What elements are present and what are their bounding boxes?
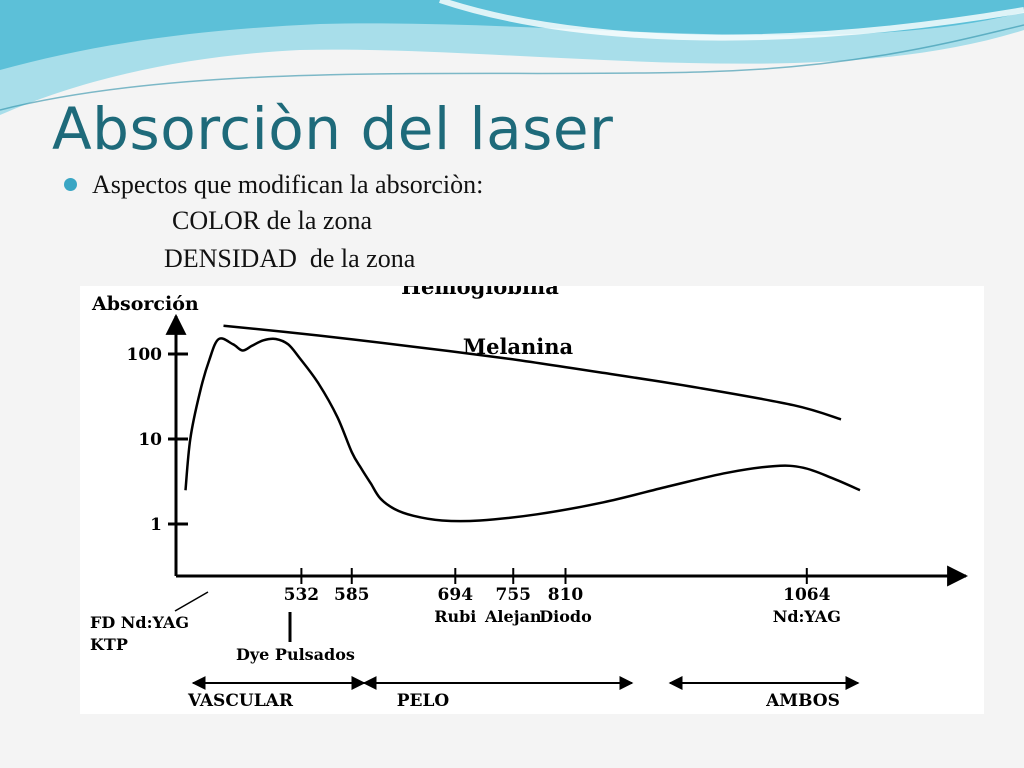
x-ticks: 532 585 694 755 810 1064: [284, 568, 831, 605]
left-label-fd-ndyag: FD Nd:YAG: [90, 613, 189, 632]
laser-name-label: Nd:YAG: [773, 607, 841, 626]
series-label-hemoglobina: Hemoglobina: [401, 286, 559, 299]
x-tick-label: 585: [334, 585, 370, 605]
wave-highlight: [439, 0, 1024, 41]
y-ticks: 100 10 1: [127, 345, 188, 535]
bullet-icon: [64, 178, 77, 191]
left-label-ktp: KTP: [90, 635, 128, 654]
range-label: AMBOS: [765, 691, 840, 711]
header-wave-decoration: [0, 0, 1024, 115]
sub-item-density: DENSIDAD de la zona: [164, 244, 416, 273]
range-label: VASCULAR: [187, 691, 294, 711]
slide-title: Absorciòn del laser: [52, 95, 614, 163]
y-tick-label: 10: [138, 430, 162, 450]
series-label-melanina: Melanina: [463, 334, 574, 359]
laser-name-label: Diodo: [539, 607, 592, 626]
x-tick-label: 694: [438, 585, 474, 605]
laser-name-label: Rubi: [434, 607, 476, 626]
y-axis-label: Absorción: [91, 293, 199, 315]
series-line-hemoglobina: [184, 337, 861, 523]
range-label: PELO: [397, 691, 450, 711]
bullet-text: Aspectos que modifican la absorciòn:: [92, 170, 484, 199]
y-tick-label: 1: [150, 515, 162, 535]
ktp-pointer-line: [174, 591, 209, 612]
series-line-melanina: [223, 324, 842, 421]
x-tick-label: 1064: [783, 585, 830, 605]
x-tick-label: 810: [548, 585, 584, 605]
laser-name-label: Alejan: [484, 607, 542, 626]
ranges-group: VASCULAR PELO AMBOS: [187, 676, 860, 711]
wave-line: [0, 24, 1024, 111]
series-group: Melanina Hemoglobina: [184, 286, 861, 523]
wave-band-front: [0, 0, 1024, 70]
chart-background: [80, 286, 984, 714]
x-tick-label: 532: [284, 585, 320, 605]
x-tick-label: 755: [496, 585, 532, 605]
y-tick-label: 100: [127, 345, 163, 365]
absorption-chart: Absorción 100 10 1 532 585 694 755 810 1064 Rub…: [80, 286, 984, 714]
sub-item-color: COLOR de la zona: [172, 206, 373, 235]
dye-label: Dye Pulsados: [236, 645, 355, 664]
